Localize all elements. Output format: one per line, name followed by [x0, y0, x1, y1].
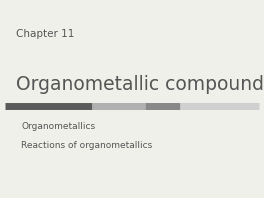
Text: Reactions of organometallics: Reactions of organometallics — [21, 141, 152, 150]
Text: Chapter 11: Chapter 11 — [16, 29, 74, 39]
Text: Organometallics: Organometallics — [21, 122, 95, 131]
Text: Organometallic compounds: Organometallic compounds — [16, 75, 264, 94]
